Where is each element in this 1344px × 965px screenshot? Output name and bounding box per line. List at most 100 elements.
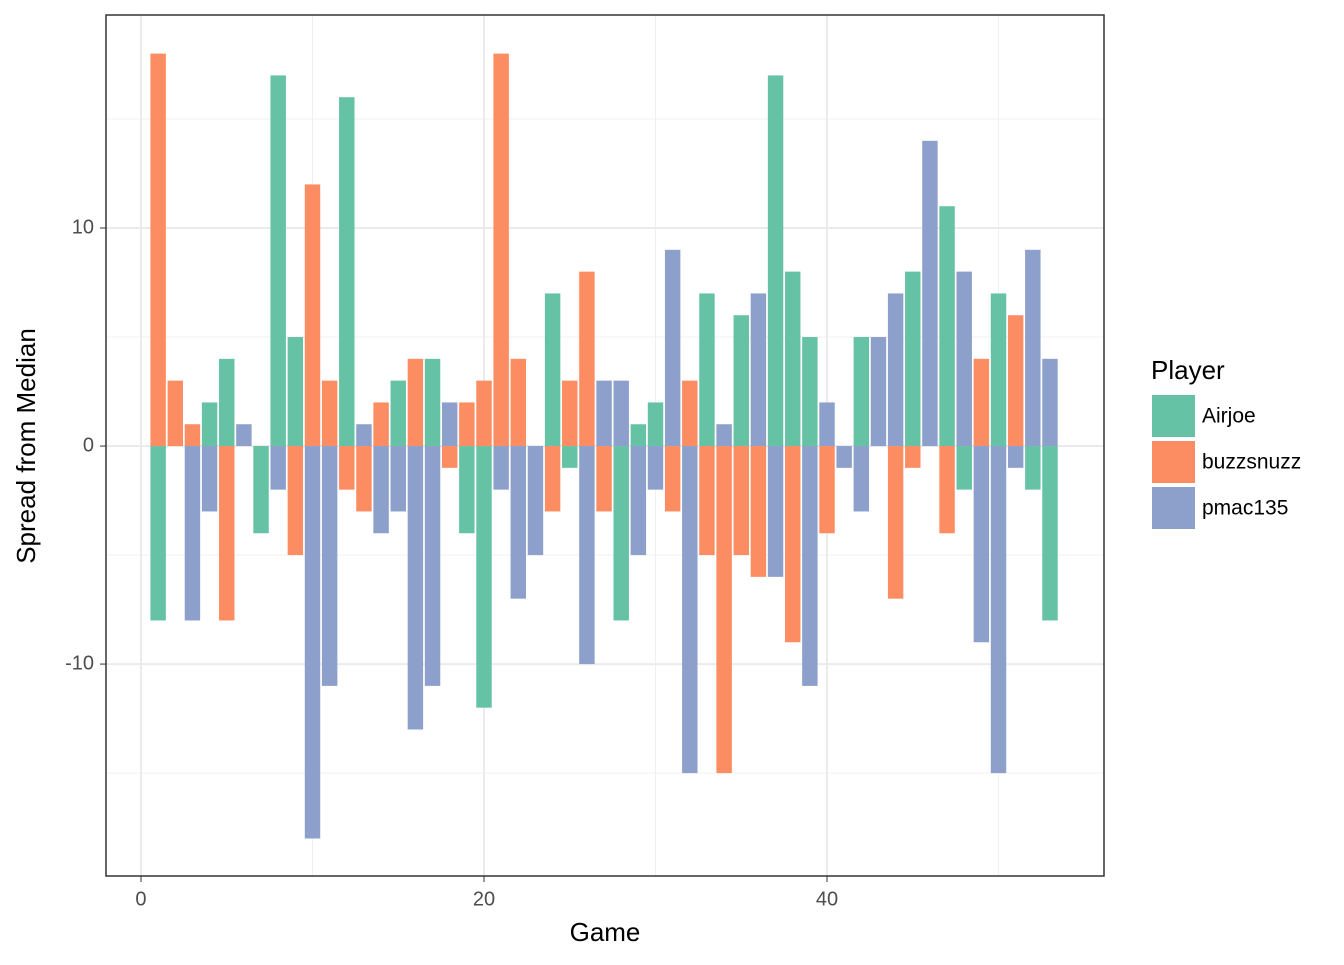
bar [767,446,784,577]
bar [184,424,201,447]
bar [836,446,852,468]
bar [647,402,664,447]
bar [476,380,492,447]
bar [767,75,784,447]
bar [973,358,990,447]
bar [1042,446,1058,621]
bar [802,337,818,447]
bar [424,446,441,686]
x-tick-label: 40 [816,888,838,910]
bar [407,446,424,730]
bar [219,446,235,621]
bar [630,446,647,556]
bar [596,446,612,512]
bar [922,140,938,447]
bar [682,380,698,447]
bar [630,424,647,447]
bar [150,446,166,621]
bar [596,380,612,447]
bar [939,206,955,447]
bar [664,249,681,447]
bar [939,446,955,534]
bar [476,446,492,708]
bar [1025,249,1041,447]
bar [733,446,749,556]
bar [905,446,921,468]
bar [493,446,509,490]
bar [201,402,218,447]
legend-key [1152,487,1195,529]
bar [647,446,664,490]
bar [716,424,732,447]
bar [750,293,767,447]
bar [819,446,835,534]
bar [733,315,749,447]
bar [167,380,184,447]
y-axis-label: Spread from Median [11,328,41,564]
bar [699,446,715,556]
bar [699,293,715,447]
bar [510,446,527,599]
bar [373,446,389,534]
bar [956,446,972,490]
bar [390,446,406,512]
bar [750,446,767,577]
plot-border [105,14,1105,877]
bar [150,53,166,447]
bar [990,293,1007,447]
bar [613,380,629,447]
bar [1025,446,1041,490]
bar [373,402,389,447]
bar [784,446,801,643]
x-tick-label: 0 [135,888,146,910]
bar [1042,358,1058,447]
bar [905,271,921,447]
bar [236,424,252,447]
bar [424,358,441,447]
bar [304,446,321,839]
bar [784,271,801,447]
bar [287,337,304,447]
bar [356,424,372,447]
bar [321,380,338,447]
bar [510,358,527,447]
bar [887,446,904,599]
bar [407,358,424,447]
bar [562,446,578,468]
bar [459,446,475,534]
bar [321,446,338,686]
y-tick-label: 0 [83,434,94,456]
bar [270,75,286,447]
bar [339,446,355,490]
bar [544,293,561,447]
legend-title: Player [1151,355,1225,385]
bar [493,53,509,447]
bar [459,402,475,447]
bar [253,446,269,534]
bar [219,358,235,447]
bar [853,337,870,447]
bar [973,446,990,643]
y-tick-label: -10 [65,652,94,674]
legend-label: pmac135 [1202,497,1288,520]
bar [802,446,818,686]
bar [287,446,304,556]
bar [441,446,458,468]
x-tick-label: 20 [473,888,495,910]
bar [270,446,286,490]
bar [870,337,887,447]
legend-key [1152,395,1195,437]
bar [956,271,972,447]
bar [390,380,406,447]
bar [1007,446,1024,468]
bar [664,446,681,512]
x-axis-label: Game [570,917,641,947]
legend-label: Airjoe [1202,405,1256,428]
bar [819,402,835,447]
bar [1007,315,1024,447]
bar [853,446,870,512]
legend-label: buzzsnuzz [1202,451,1301,474]
bar [339,97,355,447]
bar [887,293,904,447]
